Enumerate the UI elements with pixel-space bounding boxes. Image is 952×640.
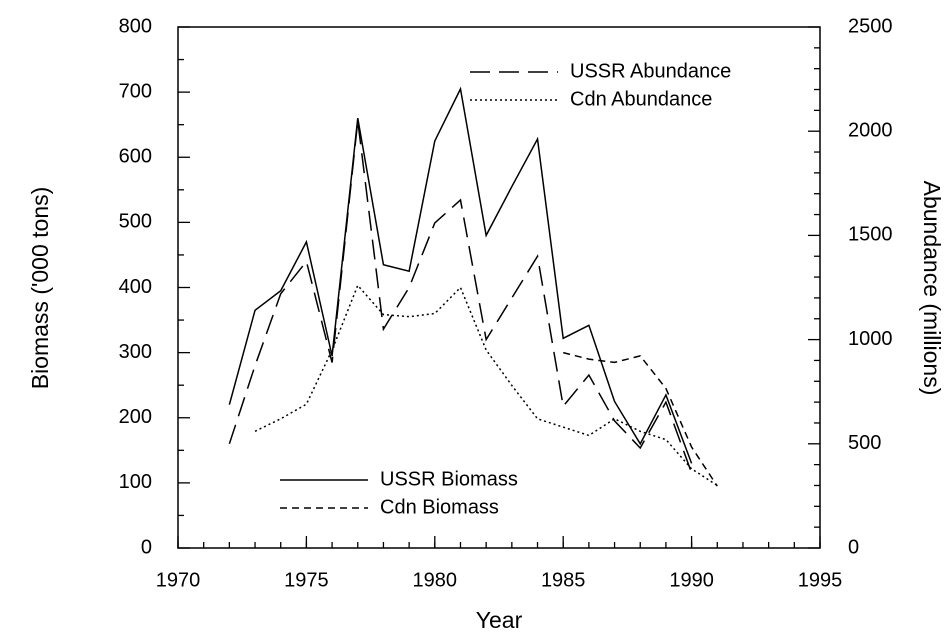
y-axis-label: Biomass ('000 tons): [27, 187, 53, 390]
y2-tick-label: 2000: [848, 119, 893, 141]
y-tick-label: 300: [119, 341, 152, 363]
legend-label: Cdn Biomass: [380, 496, 499, 518]
y-tick-label: 0: [141, 536, 152, 558]
series-line: [254, 284, 718, 487]
legend-label: USSR Abundance: [570, 60, 731, 82]
series-line: [228, 86, 693, 464]
series-line: [563, 351, 718, 487]
y2-tick-label: 1500: [848, 224, 893, 246]
y-tick-label: 700: [119, 80, 152, 102]
y-tick-label: 200: [119, 406, 152, 428]
y2-tick-label: 0: [848, 536, 859, 558]
y2-tick-label: 2500: [848, 15, 893, 37]
y2-tick-label: 1000: [848, 328, 893, 350]
x-axis-label: Year: [476, 607, 523, 633]
y2-axis-label: Abundance (millions): [919, 181, 945, 396]
x-tick-label: 1990: [669, 569, 714, 591]
y-tick-label: 600: [119, 146, 152, 168]
y-tick-label: 800: [119, 15, 152, 37]
y-tick-label: 100: [119, 471, 152, 493]
y-tick-label: 400: [119, 276, 152, 298]
x-tick-label: 1985: [541, 569, 586, 591]
x-tick-label: 1975: [284, 569, 329, 591]
legend-label: Cdn Abundance: [570, 88, 712, 110]
legend-label: USSR Biomass: [380, 468, 518, 490]
series-line: [228, 120, 693, 474]
x-tick-label: 1980: [413, 569, 458, 591]
y-tick-label: 500: [119, 211, 152, 233]
x-tick-label: 1970: [156, 569, 201, 591]
x-tick-label: 1995: [798, 569, 843, 591]
y2-tick-label: 500: [848, 432, 881, 454]
